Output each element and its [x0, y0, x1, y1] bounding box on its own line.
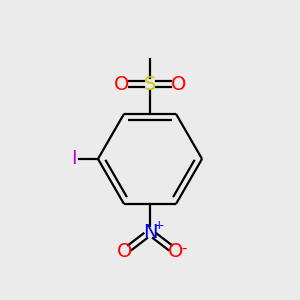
Text: -: -: [182, 241, 187, 256]
Text: O: O: [170, 75, 186, 94]
Text: I: I: [71, 149, 77, 168]
Text: S: S: [144, 75, 156, 94]
Text: O: O: [168, 242, 183, 261]
Text: O: O: [114, 75, 130, 94]
Text: +: +: [154, 219, 164, 232]
Text: N: N: [143, 223, 157, 242]
Text: O: O: [117, 242, 132, 261]
